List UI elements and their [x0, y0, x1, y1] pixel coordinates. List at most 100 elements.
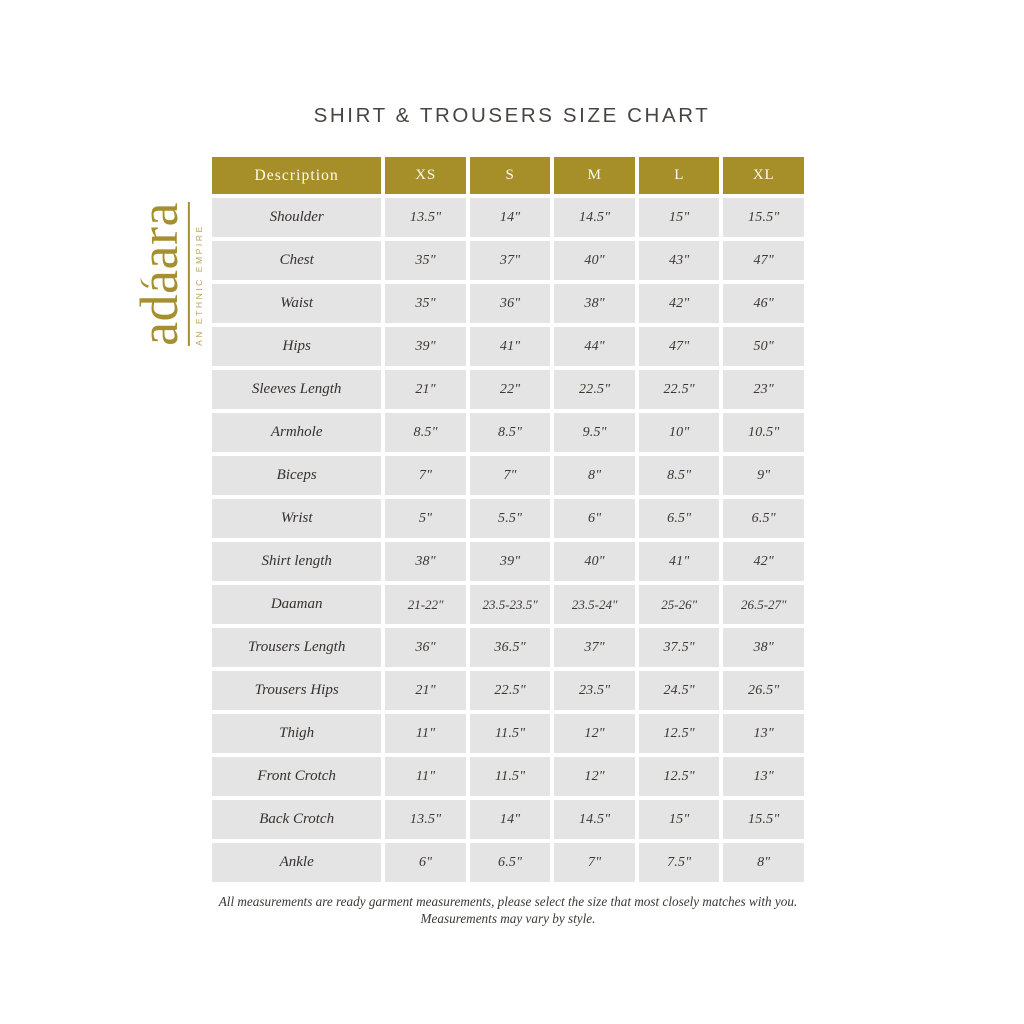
measurement-cell: 21-22": [385, 585, 466, 624]
measurement-cell: 50": [723, 327, 804, 366]
measurement-cell: 6.5": [469, 843, 551, 882]
measurement-cell: 7": [469, 456, 551, 495]
measurement-cell: 40": [554, 542, 635, 581]
measurement-cell: 14.5": [554, 198, 635, 237]
row-label-back-crotch: Back Crotch: [212, 800, 382, 839]
measurement-cell: 12.5": [638, 714, 720, 753]
measurement-cell: 14": [469, 198, 551, 237]
measurement-cell: 39": [385, 327, 466, 366]
measurement-cell: 13": [723, 757, 804, 796]
measurement-cell: 15": [638, 198, 720, 237]
measurement-cell: 10.5": [723, 413, 804, 452]
measurement-cell: 40": [554, 241, 635, 280]
measurement-cell: 12": [554, 714, 635, 753]
table-row: Ankle 6" 6.5" 7" 7.5" 8": [212, 843, 804, 882]
measurement-cell: 36": [469, 284, 551, 323]
measurement-cell: 47": [638, 327, 720, 366]
page-title: SHIRT & TROUSERS SIZE CHART: [313, 104, 711, 127]
measurement-cell: 38": [554, 284, 635, 323]
measurement-cell: 15.5": [723, 800, 804, 839]
measurement-cell: 6.5": [638, 499, 720, 538]
measurement-cell: 21": [385, 671, 466, 710]
measurement-cell: 37": [469, 241, 551, 280]
measurement-cell: 9.5": [554, 413, 635, 452]
measurement-cell: 26.5-27": [723, 585, 804, 624]
column-header-xs: XS: [385, 157, 466, 194]
measurement-cell: 24.5": [638, 671, 720, 710]
measurement-cell: 41": [469, 327, 551, 366]
measurement-cell: 22": [469, 370, 551, 409]
measurement-cell: 21": [385, 370, 466, 409]
measurement-footnote: All measurements are ready garment measu…: [218, 894, 798, 926]
measurement-cell: 41": [638, 542, 720, 581]
row-label-sleeves-length: Sleeves Length: [212, 370, 382, 409]
measurement-cell: 7": [385, 456, 466, 495]
table-row: Waist 35" 36" 38" 42" 46": [212, 284, 804, 323]
brand-wordmark-text: adaara: [128, 202, 189, 346]
row-label-daaman: Daaman: [212, 585, 382, 624]
row-label-trousers-length: Trousers Length: [212, 628, 382, 667]
table-row: Biceps 7" 7" 8" 8.5" 9": [212, 456, 804, 495]
table-row: Front Crotch 11" 11.5" 12" 12.5" 13": [212, 757, 804, 796]
measurement-cell: 23.5": [554, 671, 635, 710]
brand-logo: adaara AN ETHNIC EMPIRE: [122, 176, 216, 372]
column-header-xl: XL: [723, 157, 804, 194]
measurement-cell: 11": [385, 714, 466, 753]
measurement-cell: 5.5": [469, 499, 551, 538]
measurement-cell: 13": [723, 714, 804, 753]
measurement-cell: 8.5": [385, 413, 466, 452]
measurement-cell: 8.5": [638, 456, 720, 495]
table-row: Trousers Length 36" 36.5" 37" 37.5" 38": [212, 628, 804, 667]
measurement-cell: 11.5": [469, 757, 551, 796]
measurement-cell: 36": [385, 628, 466, 667]
table-row: Trousers Hips 21" 22.5" 23.5" 24.5" 26.5": [212, 671, 804, 710]
measurement-cell: 5": [385, 499, 466, 538]
measurement-cell: 6": [554, 499, 635, 538]
table-row: Thigh 11" 11.5" 12" 12.5" 13": [212, 714, 804, 753]
row-label-ankle: Ankle: [212, 843, 382, 882]
table-row: Daaman 21-22" 23.5-23.5" 23.5-24" 25-26" 26.5…: [212, 585, 804, 624]
table-row: Hips 39" 41" 44" 47" 50": [212, 327, 804, 366]
brand-wordmark: adaara: [129, 202, 189, 346]
column-header-s: S: [469, 157, 551, 194]
column-header-m: M: [554, 157, 635, 194]
table-row: Sleeves Length 21" 22" 22.5" 22.5" 23": [212, 370, 804, 409]
measurement-cell: 10": [638, 413, 720, 452]
measurement-cell: 37": [554, 628, 635, 667]
measurement-cell: 22.5": [469, 671, 551, 710]
measurement-cell: 47": [723, 241, 804, 280]
table-header: Description XS S M L XL: [212, 157, 804, 194]
measurement-cell: 44": [554, 327, 635, 366]
measurement-cell: 12.5": [638, 757, 720, 796]
table-header-row: Description XS S M L XL: [212, 157, 804, 194]
row-label-armhole: Armhole: [212, 413, 382, 452]
table-row: Shirt length 38" 39" 40" 41" 42": [212, 542, 804, 581]
table-row: Chest 35" 37" 40" 43" 47": [212, 241, 804, 280]
measurement-cell: 15.5": [723, 198, 804, 237]
measurement-cell: 35": [385, 241, 466, 280]
measurement-cell: 11.5": [469, 714, 551, 753]
table-row: Armhole 8.5" 8.5" 9.5" 10" 10.5": [212, 413, 804, 452]
table-row: Shoulder 13.5" 14" 14.5" 15" 15.5": [212, 198, 804, 237]
row-label-biceps: Biceps: [212, 456, 382, 495]
measurement-cell: 46": [723, 284, 804, 323]
measurement-cell: 37.5": [638, 628, 720, 667]
measurement-cell: 23.5-24": [554, 585, 635, 624]
measurement-cell: 35": [385, 284, 466, 323]
measurement-cell: 23.5-23.5": [469, 585, 551, 624]
measurement-cell: 13.5": [385, 198, 466, 237]
measurement-cell: 8.5": [469, 413, 551, 452]
measurement-cell: 7.5": [638, 843, 720, 882]
measurement-cell: 42": [723, 542, 804, 581]
row-label-hips: Hips: [212, 327, 382, 366]
measurement-cell: 11": [385, 757, 466, 796]
measurement-cell: 42": [638, 284, 720, 323]
column-header-description: Description: [212, 157, 382, 194]
measurement-cell: 25-26": [638, 585, 720, 624]
row-label-chest: Chest: [212, 241, 382, 280]
table-row: Back Crotch 13.5" 14" 14.5" 15" 15.5": [212, 800, 804, 839]
row-label-waist: Waist: [212, 284, 382, 323]
row-label-shoulder: Shoulder: [212, 198, 382, 237]
measurement-cell: 14": [469, 800, 551, 839]
